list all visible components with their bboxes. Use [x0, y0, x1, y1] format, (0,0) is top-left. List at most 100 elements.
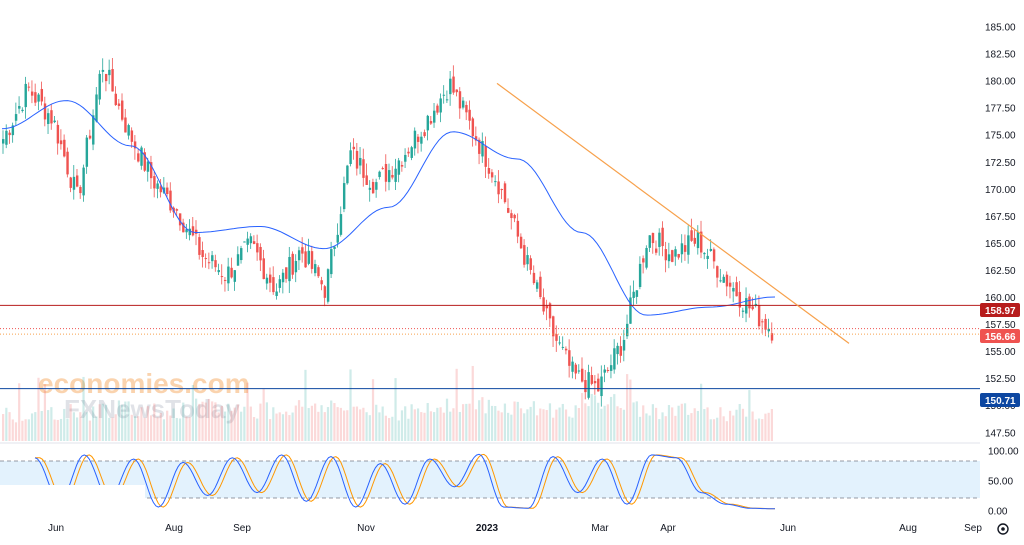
price-tick-label: 147.50	[985, 428, 1016, 439]
candle	[513, 213, 516, 223]
candle	[14, 102, 18, 126]
volume-bar	[30, 413, 34, 441]
volume-bar	[384, 415, 387, 441]
volume-bar	[735, 409, 738, 441]
volume-bar	[262, 388, 265, 441]
candle	[503, 181, 507, 204]
volume-bars	[2, 365, 773, 441]
volume-bar	[748, 390, 751, 441]
volume-bar	[391, 416, 394, 441]
volume-bar	[510, 414, 513, 441]
volume-bar	[613, 394, 616, 441]
volume-bar	[133, 416, 137, 441]
oscillator-axis: 100.00 50.00 0.00	[988, 447, 1019, 518]
candle	[294, 254, 298, 283]
candle	[561, 336, 565, 350]
volume-bar	[458, 411, 461, 441]
volume-bar	[664, 416, 667, 441]
oscillator-tick-label: 100.00	[988, 447, 1019, 458]
volume-bar	[69, 404, 72, 441]
volume-bar	[285, 411, 288, 441]
candle	[677, 253, 680, 260]
candle	[413, 127, 417, 156]
price-axis[interactable]: 185.00 182.50 180.00 177.50 175.00 172.50 170.…	[985, 23, 1016, 440]
volume-bar	[568, 416, 571, 441]
candle	[178, 213, 182, 231]
volume-bar	[577, 408, 580, 441]
volume-bar	[439, 407, 442, 441]
volume-bar	[252, 417, 256, 441]
volume-bar	[265, 402, 268, 441]
stochastic-k-line	[34, 453, 775, 510]
candle	[149, 155, 153, 189]
volume-bar	[745, 416, 748, 441]
candle	[426, 114, 430, 141]
volume-bar	[256, 418, 259, 441]
candle	[111, 57, 114, 92]
volume-bar	[323, 412, 326, 441]
volume-bar	[2, 414, 5, 441]
candle	[359, 147, 362, 175]
volume-bar	[581, 393, 584, 441]
candle	[725, 271, 729, 297]
candle	[146, 157, 150, 182]
candle	[465, 101, 468, 121]
candle	[69, 176, 72, 193]
candle	[449, 70, 452, 106]
volume-bar	[14, 422, 18, 441]
moving-average-line	[1, 100, 776, 316]
volume-bar	[195, 398, 198, 441]
time-axis[interactable]: Jun Aug Sep Nov 2023 Mar Apr Jun Aug Sep	[48, 523, 982, 534]
candle	[609, 354, 613, 379]
volume-bar	[82, 376, 85, 441]
volume-bar	[548, 403, 552, 441]
volume-bar	[445, 398, 449, 441]
candle	[320, 276, 323, 291]
candle	[297, 246, 301, 271]
time-tick-label: Aug	[165, 523, 183, 534]
volume-bar	[24, 419, 27, 441]
volume-bar	[507, 412, 510, 441]
gear-icon[interactable]	[997, 523, 1009, 535]
candle	[342, 176, 346, 213]
candle	[619, 336, 623, 363]
candle	[680, 234, 684, 263]
volume-bar	[606, 404, 609, 441]
candle	[545, 299, 549, 321]
volume-bar	[626, 374, 629, 441]
volume-bar	[436, 407, 439, 441]
price-tick-label: 152.50	[985, 374, 1016, 385]
volume-bar	[111, 417, 114, 441]
volume-bar	[310, 405, 314, 441]
volume-bar	[484, 413, 487, 441]
volume-bar	[95, 416, 98, 441]
volume-bar	[108, 417, 111, 441]
volume-bar	[230, 410, 233, 441]
volume-bar	[362, 407, 365, 441]
volume-bar	[191, 384, 194, 441]
candle	[230, 257, 233, 279]
candle	[741, 307, 745, 319]
candle	[114, 86, 117, 106]
candle	[658, 228, 661, 256]
volume-bar	[5, 407, 8, 441]
volume-bar	[137, 416, 140, 441]
volume-bar	[587, 406, 590, 441]
volume-bar	[500, 412, 503, 441]
candle	[240, 245, 243, 264]
candle	[368, 180, 372, 202]
candle	[121, 93, 124, 122]
price-tick-label: 182.50	[985, 50, 1016, 61]
candlestick-series[interactable]	[2, 57, 774, 407]
volume-bar	[121, 404, 124, 441]
price-tick-label: 162.50	[985, 266, 1016, 277]
volume-bar	[92, 406, 95, 441]
candle	[79, 185, 82, 199]
descending-trendline[interactable]	[496, 82, 850, 344]
candle	[635, 290, 639, 304]
candle	[204, 253, 208, 268]
candle	[27, 82, 31, 92]
volume-bar	[149, 415, 153, 441]
volume-bar	[709, 419, 712, 441]
candle	[629, 285, 632, 324]
